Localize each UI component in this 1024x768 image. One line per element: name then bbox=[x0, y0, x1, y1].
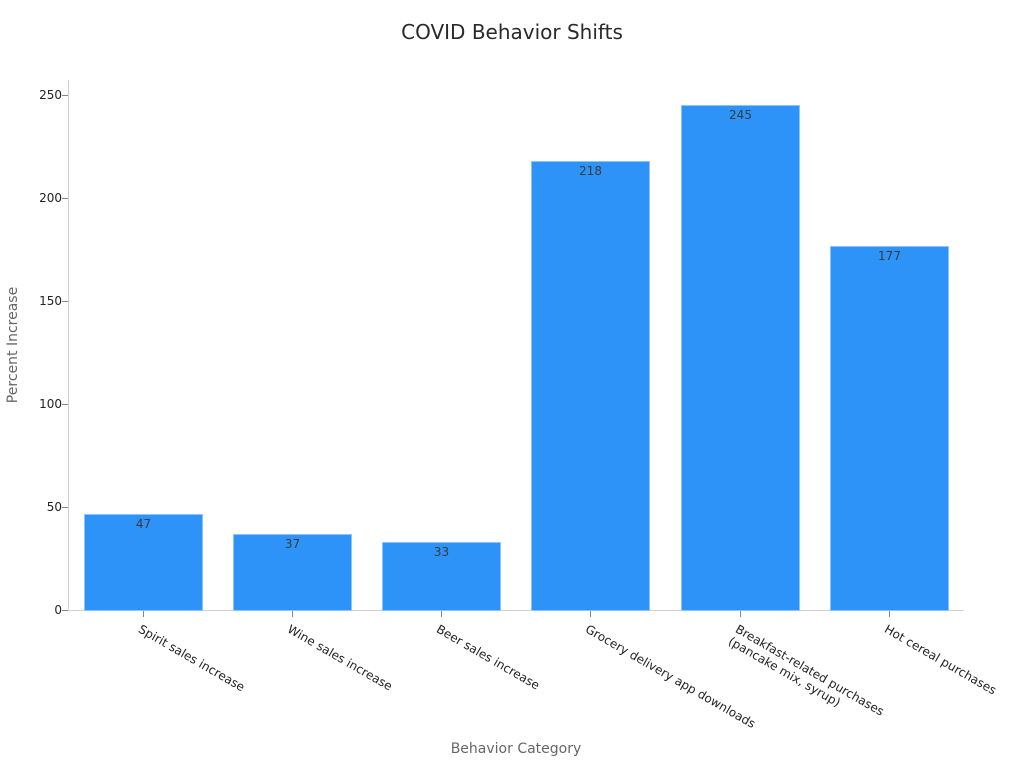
x-tick-mark bbox=[143, 611, 144, 617]
bar-grocery-app[interactable]: 218 bbox=[531, 161, 650, 611]
x-tick-label: Hot cereal purchases bbox=[882, 622, 999, 698]
x-tick-mark bbox=[441, 611, 442, 617]
y-tick-label: 50 bbox=[46, 500, 62, 514]
y-tick-mark bbox=[62, 507, 68, 508]
bar-value-label: 177 bbox=[878, 249, 901, 263]
bar-value-label: 218 bbox=[579, 164, 602, 178]
x-tick-mark bbox=[740, 611, 741, 617]
chart-title: COVID Behavior Shifts bbox=[401, 20, 623, 44]
bar-value-label: 245 bbox=[729, 108, 752, 122]
y-tick-label: 200 bbox=[39, 191, 62, 205]
bar-value-label: 47 bbox=[135, 517, 152, 531]
bar-wine-sales[interactable]: 37 bbox=[233, 534, 352, 611]
x-tick-mark bbox=[889, 611, 890, 617]
y-tick-mark bbox=[62, 198, 68, 199]
y-tick-label: 150 bbox=[39, 294, 62, 308]
y-tick-mark bbox=[62, 301, 68, 302]
y-tick-mark bbox=[62, 610, 68, 611]
y-axis-label: Percent Increase bbox=[5, 286, 21, 404]
y-tick-label: 250 bbox=[39, 88, 62, 102]
y-tick-label: 100 bbox=[39, 397, 62, 411]
bar-beer-sales[interactable]: 33 bbox=[382, 542, 501, 611]
bar-hot-cereal[interactable]: 177 bbox=[830, 246, 949, 611]
x-tick-mark bbox=[292, 611, 293, 617]
y-axis-line bbox=[68, 80, 69, 611]
x-axis-line bbox=[68, 610, 964, 611]
x-tick-label: Wine sales increase bbox=[285, 622, 395, 694]
bar-spirit-sales[interactable]: 47 bbox=[84, 514, 203, 611]
x-tick-label: Spirit sales increase bbox=[136, 622, 248, 695]
x-tick-mark bbox=[590, 611, 591, 617]
x-axis-label: Behavior Category bbox=[450, 741, 582, 757]
y-tick-mark bbox=[62, 95, 68, 96]
bar-value-label: 37 bbox=[284, 537, 301, 551]
bar-breakfast-purchases[interactable]: 245 bbox=[681, 105, 800, 611]
y-tick-label: 0 bbox=[54, 603, 62, 617]
bar-value-label: 33 bbox=[433, 545, 450, 559]
y-tick-mark bbox=[62, 404, 68, 405]
x-tick-label: Beer sales increase bbox=[434, 622, 543, 693]
